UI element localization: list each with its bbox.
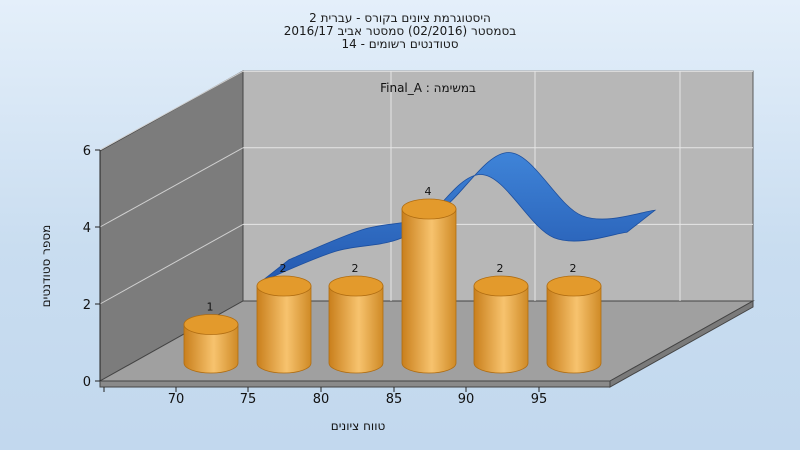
floor-side-edge [609,300,754,388]
chart-title-line-3: סטודנטים רשומים - 14 [341,37,459,51]
x-tick-label: 75 [240,392,257,407]
gridline-left [99,70,244,151]
y-tick-label: 2 [83,298,91,313]
x-tick-label: 80 [313,392,330,407]
chart-subtitle: במשימה : Final_A [380,81,476,95]
bar-body [401,208,457,374]
y-tick-label: 0 [83,375,91,390]
y-tick-label: 6 [83,144,91,159]
x-tick-label: 95 [531,392,548,407]
chart-title-line-1: היסטוגרמת ציונים בקורס - עברית 2 [309,11,491,25]
bar: 2 [256,262,312,374]
bars: 1 2 2 4 2 2 [183,185,602,374]
x-axis-title: טווח ציונים [331,419,386,433]
bar: 4 [401,185,457,374]
bar: 2 [546,262,602,374]
bar-value-label: 2 [280,262,287,275]
gridline-left [99,147,244,228]
bar: 2 [328,262,384,374]
gridlines [99,70,753,305]
y-axis: 0 2 4 6 [83,144,101,390]
bar-top [183,314,239,335]
bar-value-label: 2 [497,262,504,275]
chart-title-line-2: בסמסטר (02/2016) סמסטר אביב 2016/17 [283,24,517,38]
bar-top [401,198,457,220]
x-tick-label: 70 [168,392,185,407]
bar-top [256,275,312,297]
x-tick-label: 85 [386,392,403,407]
bar-value-label: 2 [570,262,577,275]
gridline-left [99,223,244,305]
y-axis-title: מספר סטודנטים [39,225,53,308]
bar-top [473,275,529,297]
bar: 1 [183,301,239,374]
bar-value-label: 4 [425,185,432,198]
bar-value-label: 2 [352,262,359,275]
bar: 2 [473,262,529,374]
x-tick-label: 90 [458,392,475,407]
bar-body [183,324,239,374]
bar-value-label: 1 [207,301,214,314]
bar-top [546,275,602,297]
bar-body [546,285,602,374]
bar-body [328,285,384,374]
bar-body [473,285,529,374]
floor-edge [99,380,611,388]
x-axis: 70 75 80 85 90 95 [103,387,548,407]
bar-top [328,275,384,297]
bar-body [256,285,312,374]
y-tick-label: 4 [83,221,91,236]
